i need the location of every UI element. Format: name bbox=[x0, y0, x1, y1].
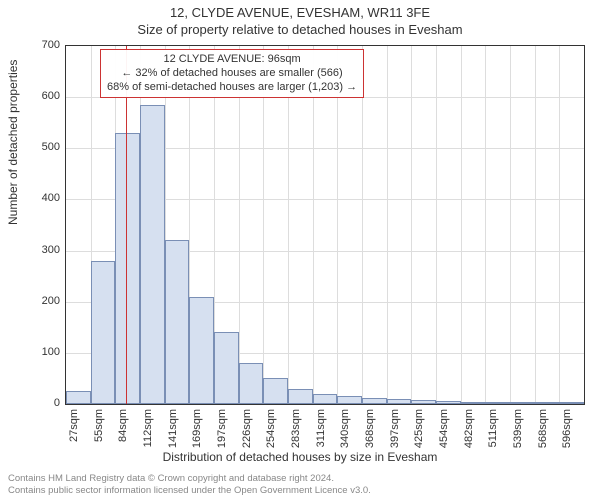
histogram-bar bbox=[165, 240, 190, 404]
histogram-bar bbox=[510, 402, 535, 404]
histogram-bar bbox=[387, 399, 412, 404]
histogram-bar bbox=[313, 394, 338, 404]
annotation-line: 12 CLYDE AVENUE: 96sqm bbox=[107, 53, 357, 67]
x-tick-label: 226sqm bbox=[241, 409, 253, 459]
page-title-line2: Size of property relative to detached ho… bbox=[0, 22, 600, 37]
x-tick-label: 311sqm bbox=[315, 409, 327, 459]
histogram-bar bbox=[436, 401, 461, 404]
x-tick-label: 425sqm bbox=[413, 409, 425, 459]
footer-attribution: Contains HM Land Registry data © Crown c… bbox=[8, 473, 371, 496]
x-tick-label: 482sqm bbox=[463, 409, 475, 459]
histogram-bar bbox=[239, 363, 264, 404]
histogram-bar bbox=[559, 402, 584, 404]
x-tick-label: 84sqm bbox=[117, 409, 129, 459]
histogram-bar bbox=[288, 389, 313, 404]
marker-line bbox=[126, 46, 127, 404]
histogram-bar bbox=[263, 378, 288, 404]
page-title-line1: 12, CLYDE AVENUE, EVESHAM, WR11 3FE bbox=[0, 5, 600, 20]
x-tick-label: 539sqm bbox=[512, 409, 524, 459]
x-tick-label: 511sqm bbox=[487, 409, 499, 459]
footer-line: Contains HM Land Registry data © Crown c… bbox=[8, 473, 371, 484]
x-tick-label: 454sqm bbox=[438, 409, 450, 459]
x-tick-label: 283sqm bbox=[290, 409, 302, 459]
x-tick-label: 368sqm bbox=[364, 409, 376, 459]
histogram-bar bbox=[140, 105, 165, 404]
histogram-bar bbox=[189, 297, 214, 404]
x-tick-label: 197sqm bbox=[216, 409, 228, 459]
histogram-bar bbox=[461, 402, 486, 404]
histogram-bar bbox=[66, 391, 91, 404]
y-tick-label: 200 bbox=[20, 295, 60, 307]
x-tick-label: 112sqm bbox=[142, 409, 154, 459]
y-tick-label: 700 bbox=[20, 39, 60, 51]
histogram-bar bbox=[214, 332, 239, 404]
y-tick-label: 0 bbox=[20, 397, 60, 409]
annotation-line: 68% of semi-detached houses are larger (… bbox=[107, 81, 357, 95]
x-tick-label: 55sqm bbox=[93, 409, 105, 459]
histogram-bar bbox=[337, 396, 362, 404]
histogram-bar bbox=[535, 402, 560, 404]
x-tick-label: 596sqm bbox=[561, 409, 573, 459]
footer-line: Contains public sector information licen… bbox=[8, 485, 371, 496]
y-tick-label: 300 bbox=[20, 244, 60, 256]
x-tick-label: 254sqm bbox=[265, 409, 277, 459]
x-tick-label: 169sqm bbox=[191, 409, 203, 459]
chart-container: 12, CLYDE AVENUE, EVESHAM, WR11 3FE Size… bbox=[0, 0, 600, 500]
y-tick-label: 500 bbox=[20, 141, 60, 153]
histogram-bar bbox=[485, 402, 510, 404]
histogram-bar bbox=[115, 133, 140, 404]
marker-annotation: 12 CLYDE AVENUE: 96sqm ← 32% of detached… bbox=[100, 49, 364, 98]
histogram-bar bbox=[91, 261, 116, 404]
x-tick-label: 397sqm bbox=[389, 409, 401, 459]
histogram-bar bbox=[411, 400, 436, 404]
histogram-bar bbox=[362, 398, 387, 404]
y-tick-label: 400 bbox=[20, 192, 60, 204]
x-tick-label: 340sqm bbox=[339, 409, 351, 459]
plot-area bbox=[65, 45, 585, 405]
y-axis-label: Number of detached properties bbox=[6, 60, 20, 225]
x-tick-label: 141sqm bbox=[167, 409, 179, 459]
y-tick-label: 600 bbox=[20, 90, 60, 102]
y-tick-label: 100 bbox=[20, 346, 60, 358]
annotation-line: ← 32% of detached houses are smaller (56… bbox=[107, 67, 357, 81]
x-tick-label: 568sqm bbox=[537, 409, 549, 459]
x-tick-label: 27sqm bbox=[68, 409, 80, 459]
